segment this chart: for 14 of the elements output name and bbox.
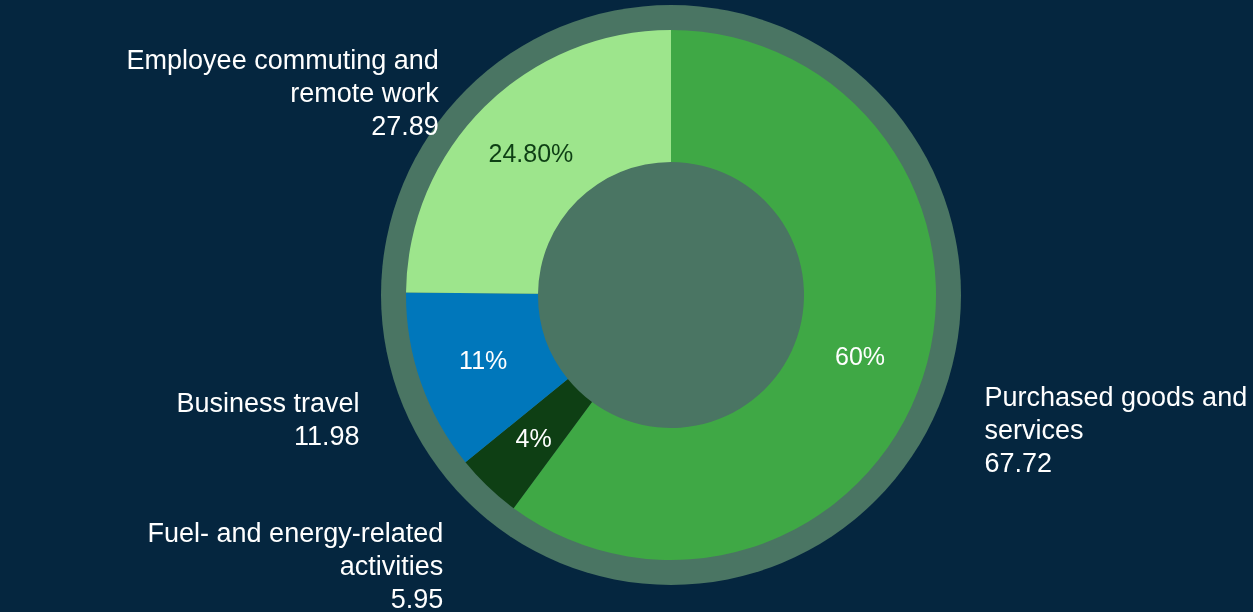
text: 27.89 bbox=[371, 110, 439, 141]
slice-label: Purchased goods and services bbox=[984, 382, 1248, 446]
data-label: 4% bbox=[515, 424, 552, 452]
donut-slice bbox=[465, 378, 593, 509]
text: 5.95 bbox=[390, 583, 444, 612]
donut-slice bbox=[406, 292, 568, 463]
text: 67.72 bbox=[984, 448, 1053, 479]
text: 11.98 bbox=[293, 421, 360, 452]
slice-label: Employee commuting and remote work bbox=[126, 44, 440, 108]
data-label: 11% bbox=[459, 345, 508, 374]
slice-label: Fuel- and energy-related activities bbox=[147, 517, 444, 581]
slice-label: Business travel bbox=[176, 388, 360, 419]
data-label: 24.80% bbox=[488, 138, 574, 167]
data-label: 60% bbox=[835, 342, 886, 371]
